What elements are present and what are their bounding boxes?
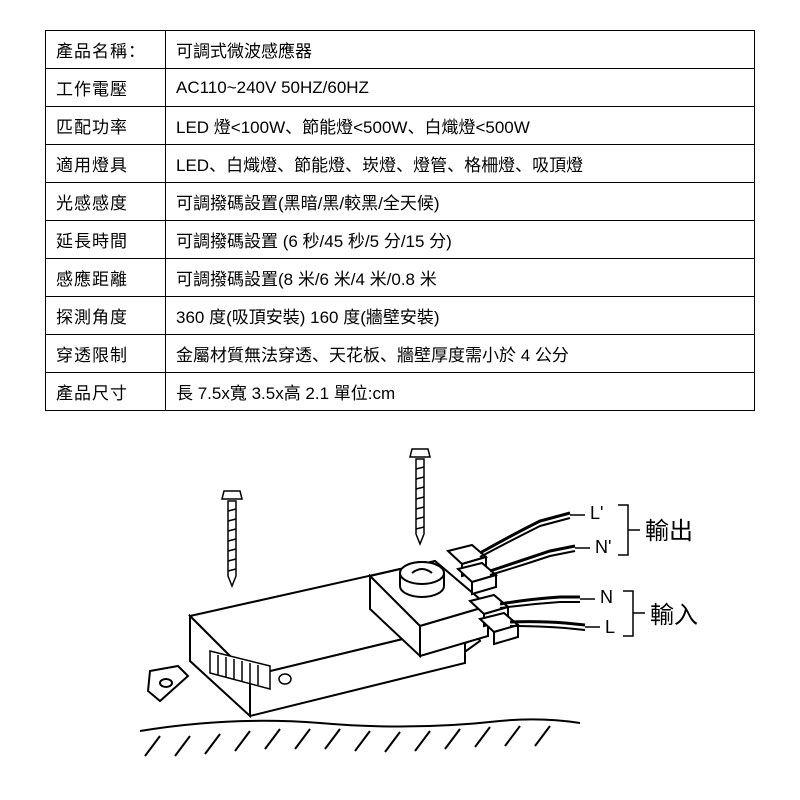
spec-row: 光感感度可調撥碼設置(黑暗/黑/較黑/全天候) bbox=[46, 183, 755, 221]
device-body bbox=[148, 561, 488, 716]
spec-row: 適用燈具LED、白熾燈、節能燈、崁燈、燈管、格柵燈、吸頂燈 bbox=[46, 145, 755, 183]
spec-value: 可調撥碼設置 (6 秒/45 秒/5 分/15 分) bbox=[166, 221, 755, 259]
spec-value: 金屬材質無法穿透、天花板、牆壁厚度需小於 4 公分 bbox=[166, 335, 755, 373]
spec-value: LED 燈<100W、節能燈<500W、白熾燈<500W bbox=[166, 107, 755, 145]
spec-row: 匹配功率LED 燈<100W、節能燈<500W、白熾燈<500W bbox=[46, 107, 755, 145]
spec-row: 產品名稱：可調式微波感應器 bbox=[46, 31, 755, 69]
spec-row: 延長時間可調撥碼設置 (6 秒/45 秒/5 分/15 分) bbox=[46, 221, 755, 259]
spec-label: 探測角度 bbox=[46, 297, 166, 335]
spec-value: 可調式微波感應器 bbox=[166, 31, 755, 69]
terminal-label-in-n: N bbox=[600, 587, 613, 607]
spec-row: 探測角度360 度(吸頂安裝) 160 度(牆壁安裝) bbox=[46, 297, 755, 335]
output-label: 輸出 bbox=[645, 518, 693, 545]
spec-label: 穿透限制 bbox=[46, 335, 166, 373]
spec-label: 光感感度 bbox=[46, 183, 166, 221]
terminal-label-out-l: L' bbox=[590, 503, 603, 523]
terminal-label-out-n: N' bbox=[595, 537, 611, 557]
spec-label: 產品尺寸 bbox=[46, 373, 166, 411]
spec-value: 可調撥碼設置(黑暗/黑/較黑/全天候) bbox=[166, 183, 755, 221]
diagram-svg: L' N' N L 輸出 輸入 bbox=[100, 441, 700, 771]
spec-label: 匹配功率 bbox=[46, 107, 166, 145]
spec-row: 感應距離可調撥碼設置(8 米/6 米/4 米/0.8 米 bbox=[46, 259, 755, 297]
spec-table-body: 產品名稱：可調式微波感應器工作電壓AC110~240V 50HZ/60HZ匹配功… bbox=[46, 31, 755, 411]
screw-right bbox=[410, 449, 430, 544]
spec-label: 延長時間 bbox=[46, 221, 166, 259]
spec-value: AC110~240V 50HZ/60HZ bbox=[166, 69, 755, 107]
spec-value: LED、白熾燈、節能燈、崁燈、燈管、格柵燈、吸頂燈 bbox=[166, 145, 755, 183]
spec-value: 可調撥碼設置(8 米/6 米/4 米/0.8 米 bbox=[166, 259, 755, 297]
input-label: 輸入 bbox=[650, 602, 698, 629]
spec-table: 產品名稱：可調式微波感應器工作電壓AC110~240V 50HZ/60HZ匹配功… bbox=[45, 30, 755, 411]
spec-value: 長 7.5x寬 3.5x高 2.1 單位:cm bbox=[166, 373, 755, 411]
spec-label: 適用燈具 bbox=[46, 145, 166, 183]
screw-left bbox=[222, 491, 242, 586]
spec-label: 感應距離 bbox=[46, 259, 166, 297]
spec-value: 360 度(吸頂安裝) 160 度(牆壁安裝) bbox=[166, 297, 755, 335]
spec-row: 工作電壓AC110~240V 50HZ/60HZ bbox=[46, 69, 755, 107]
spec-label: 產品名稱： bbox=[46, 31, 166, 69]
terminal-label-in-l: L bbox=[605, 617, 615, 637]
spec-row: 穿透限制金屬材質無法穿透、天花板、牆壁厚度需小於 4 公分 bbox=[46, 335, 755, 373]
wiring-diagram: L' N' N L 輸出 輸入 bbox=[45, 441, 755, 771]
ground-surface bbox=[140, 719, 580, 756]
spec-row: 產品尺寸長 7.5x寬 3.5x高 2.1 單位:cm bbox=[46, 373, 755, 411]
spec-label: 工作電壓 bbox=[46, 69, 166, 107]
